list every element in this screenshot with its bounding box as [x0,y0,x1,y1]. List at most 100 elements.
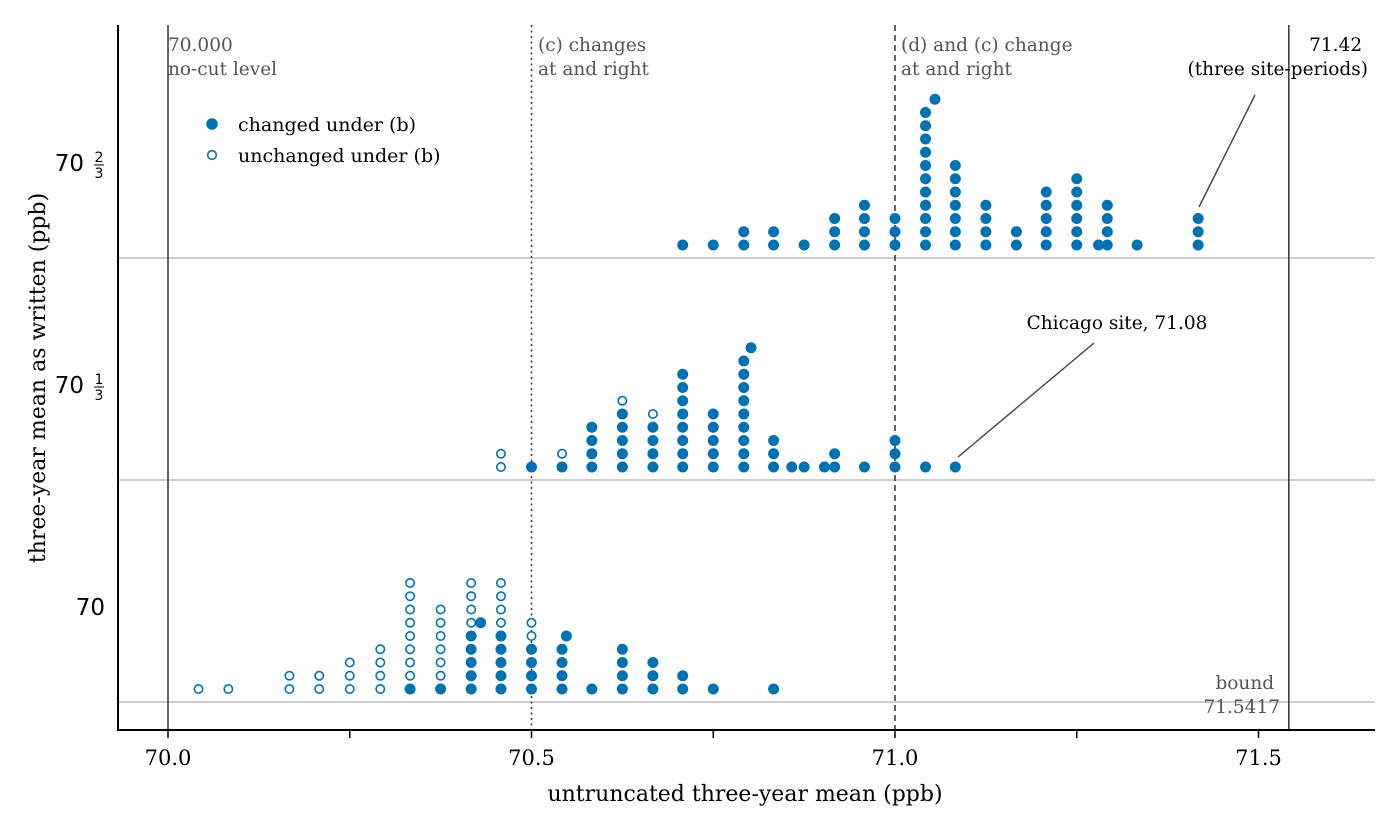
point-filled-1-13-0 [818,461,830,473]
point-filled-1-16-2 [889,435,901,447]
y-tick-label-0: 70 [76,595,105,621]
legend: changed under (b) unchanged under (b) [206,114,441,167]
point-filled-2-11-0 [980,239,992,251]
point-filled-2-7-1 [889,226,901,238]
point-filled-2-13-3 [1040,199,1052,211]
point-filled-1-8-5 [738,395,750,407]
point-filled-2-6-1 [858,226,870,238]
point-filled-2-5-2 [829,213,841,225]
point-filled-1-11-0 [786,461,798,473]
point-filled-1-8-6 [738,382,750,394]
point-filled-1-4-2 [616,435,628,447]
point-filled-2-5-1 [829,226,841,238]
x-tick-label-2: 71.0 [872,746,919,770]
point-filled-2-6-3 [858,199,870,211]
point-filled-2-18-1 [1192,226,1204,238]
point-filled-1-5-1 [647,448,659,460]
annotation-71-42-line2: (three site-periods) [1188,59,1368,80]
ref-note-70: 70.000 no-cut level [168,35,277,80]
point-filled-1-6-2 [677,435,689,447]
point-filled-2-14-5 [1071,173,1083,185]
point-filled-0-14-0 [586,683,598,695]
point-filled-1-6-7 [677,368,689,380]
point-open-0-5-3 [375,644,386,655]
point-filled-1-7-2 [707,435,719,447]
point-filled-1-7-0 [707,461,719,473]
point-filled-0-10-1 [495,670,507,682]
point-filled-1-3-2 [586,435,598,447]
point-open-0-8-2 [466,591,477,602]
reference-lines [167,25,1290,730]
point-filled-2-13-1 [1040,226,1052,238]
point-open-1-0-0 [495,461,506,472]
point-open-0-8-1 [466,604,477,615]
point-filled-2-8-2 [920,213,932,225]
annotation-chicago-line1: Chicago site, 71.08 [1027,313,1208,334]
point-filled-2-3-0 [768,239,780,251]
point-filled-2-8-9 [920,120,932,132]
point-filled-2-10-1 [949,226,961,238]
point-filled-2-4-0 [798,239,810,251]
point-filled-1-12-0 [798,461,810,473]
point-filled-1-9-0 [745,342,757,354]
y-tick-frac-num-2: 2 [95,150,104,166]
point-open-0-11-1 [526,617,537,628]
point-open-0-5-1 [375,670,386,681]
point-filled-1-8-3 [738,421,750,433]
point-filled-2-13-4 [1040,186,1052,198]
ref-note-bound-line1: bound [1215,673,1274,694]
point-filled-0-15-1 [616,670,628,682]
point-open-1-5-0 [647,408,658,419]
point-open-0-10-1 [495,604,506,615]
point-open-0-7-5 [435,604,446,615]
point-filled-2-7-2 [889,213,901,225]
point-filled-1-15-0 [858,461,870,473]
point-filled-2-2-1 [738,226,750,238]
point-filled-1-5-3 [647,421,659,433]
point-filled-2-18-2 [1192,213,1204,225]
point-open-0-6-6 [405,591,416,602]
point-open-1-2-0 [557,448,568,459]
point-filled-2-16-3 [1101,199,1113,211]
point-filled-2-18-0 [1192,239,1204,251]
point-filled-2-2-0 [738,239,750,251]
annotation-71-42-leader [1198,94,1256,208]
point-filled-0-11-2 [525,656,537,668]
point-filled-2-11-3 [980,199,992,211]
point-filled-0-10-0 [495,683,507,695]
point-open-0-10-2 [495,591,506,602]
point-open-0-7-4 [435,617,446,628]
point-filled-0-16-1 [647,670,659,682]
point-filled-2-16-0 [1101,239,1113,251]
point-filled-2-11-1 [980,226,992,238]
point-filled-2-8-5 [920,173,932,185]
point-filled-2-11-2 [980,213,992,225]
point-filled-0-12-3 [556,643,568,655]
point-filled-2-13-0 [1040,239,1052,251]
point-filled-1-6-4 [677,408,689,420]
point-filled-2-10-5 [949,173,961,185]
point-filled-2-6-2 [858,213,870,225]
point-filled-0-12-1 [556,670,568,682]
point-filled-1-6-1 [677,448,689,460]
point-filled-1-4-4 [616,408,628,420]
point-filled-0-12-0 [556,683,568,695]
point-filled-0-11-1 [525,670,537,682]
legend-label-filled: changed under (b) [238,114,416,136]
point-filled-1-2-0 [556,461,568,473]
point-open-0-4-2 [344,657,355,668]
point-filled-0-8-1 [465,670,477,682]
point-filled-2-10-4 [949,186,961,198]
x-tick-label-3: 71.5 [1235,746,1282,770]
annotation-chicago: Chicago site, 71.08 [1027,313,1208,334]
point-filled-0-8-3 [465,643,477,655]
point-filled-2-14-0 [1071,239,1083,251]
point-filled-2-14-3 [1071,199,1083,211]
point-filled-0-11-0 [525,683,537,695]
point-filled-0-10-4 [495,630,507,642]
point-filled-0-17-1 [677,670,689,682]
point-filled-2-3-1 [768,226,780,238]
point-filled-0-16-0 [647,683,659,695]
annotation-chicago-leader [957,342,1095,458]
